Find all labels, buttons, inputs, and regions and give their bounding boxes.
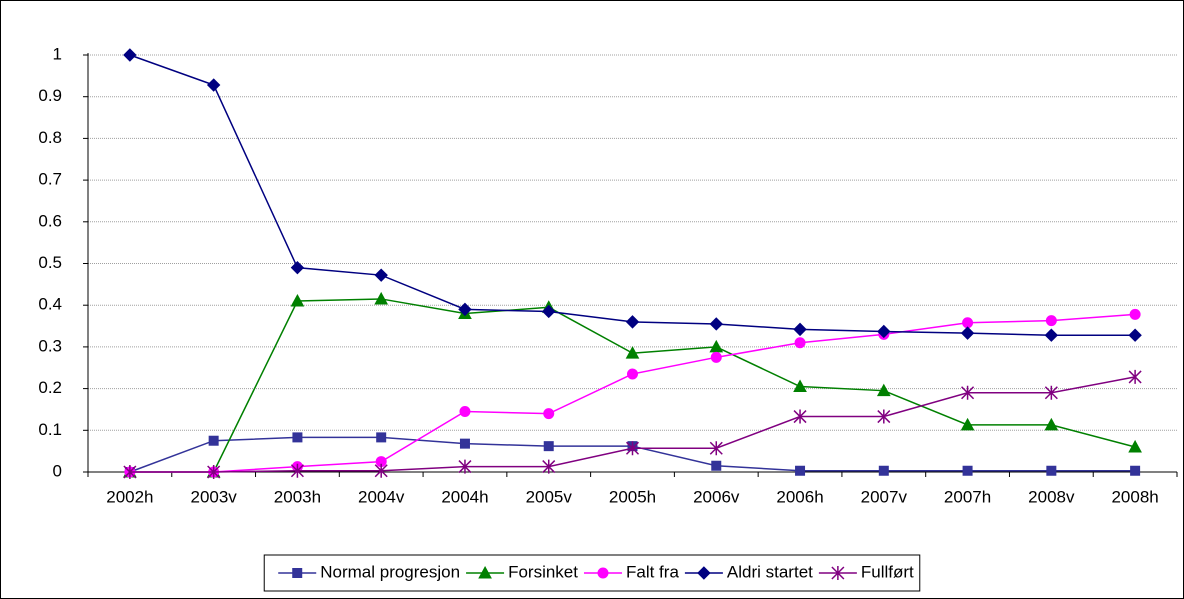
x-tick-label: 2005v — [526, 487, 573, 506]
data-point — [1044, 417, 1059, 431]
data-point — [1128, 328, 1142, 342]
data-point — [543, 408, 555, 420]
data-point — [542, 459, 556, 474]
legend-label: Forsinket — [508, 562, 578, 581]
data-point — [878, 465, 889, 476]
data-point — [960, 326, 975, 340]
y-tick-label: 0.9 — [38, 86, 62, 105]
data-point — [877, 409, 891, 424]
y-tick-label: 0.7 — [38, 170, 62, 189]
data-point — [374, 291, 389, 305]
y-tick-label: 0.8 — [38, 128, 62, 147]
data-point — [1045, 315, 1057, 327]
data-point — [1129, 308, 1141, 320]
data-point — [709, 317, 723, 331]
data-point — [625, 441, 640, 456]
data-point — [1046, 465, 1057, 476]
data-point — [207, 465, 221, 479]
y-tick-label: 1 — [53, 44, 62, 63]
x-tick-label: 2008h — [1111, 487, 1158, 506]
data-point — [627, 368, 638, 380]
legend-label: Fullført — [861, 562, 914, 581]
data-point — [962, 465, 973, 476]
data-point — [711, 460, 722, 471]
data-point — [1130, 465, 1141, 476]
x-tick-label: 2006v — [693, 487, 740, 506]
legend-marker — [597, 567, 609, 579]
data-point — [794, 337, 806, 349]
data-point — [793, 322, 807, 337]
data-point — [962, 317, 974, 329]
legend-marker — [831, 566, 845, 580]
data-point — [625, 315, 640, 329]
data-point — [961, 385, 975, 400]
x-tick-label: 2005h — [609, 487, 656, 506]
data-point — [1044, 328, 1059, 342]
data-point — [710, 351, 722, 363]
data-point — [543, 441, 554, 452]
x-tick-label: 2004v — [358, 487, 405, 506]
legend-marker — [478, 565, 492, 579]
data-point — [709, 441, 723, 456]
y-tick-label: 0.5 — [38, 253, 62, 272]
y-tick-label: 0.4 — [38, 295, 62, 314]
data-point — [292, 432, 303, 443]
legend-label: Normal progresjon — [320, 562, 460, 581]
data-point — [290, 260, 305, 275]
data-point — [542, 304, 556, 319]
data-point — [290, 463, 304, 478]
data-point — [795, 465, 806, 476]
data-point — [458, 302, 472, 317]
legend-marker — [292, 568, 303, 578]
y-tick-label: 0 — [53, 461, 62, 480]
data-point — [374, 268, 388, 282]
data-point — [459, 406, 471, 418]
data-point — [1044, 385, 1058, 400]
data-point — [123, 465, 137, 479]
data-point — [876, 383, 891, 397]
data-point — [376, 432, 387, 443]
data-point — [374, 463, 388, 478]
x-tick-label: 2007h — [944, 487, 991, 506]
y-tick-label: 0.2 — [38, 378, 62, 397]
data-point — [960, 417, 975, 431]
data-point — [458, 459, 472, 474]
y-tick-label: 0.1 — [38, 420, 62, 439]
data-point — [625, 346, 640, 359]
data-point — [206, 78, 221, 92]
data-point — [123, 48, 137, 62]
data-point — [793, 409, 807, 424]
y-tick-label: 0.6 — [38, 211, 62, 230]
x-tick-label: 2006h — [776, 487, 823, 506]
data-point — [1128, 369, 1142, 384]
x-tick-label: 2003h — [274, 487, 321, 506]
legend-label: Falt fra — [626, 562, 679, 581]
data-point — [1128, 439, 1142, 453]
data-point — [208, 435, 219, 446]
data-point — [459, 438, 470, 449]
data-point — [877, 324, 891, 339]
x-tick-label: 2002h — [106, 487, 153, 506]
x-tick-label: 2003v — [190, 487, 237, 506]
legend-label: Aldri startet — [727, 562, 813, 581]
x-tick-label: 2007v — [861, 487, 908, 506]
y-tick-label: 0.3 — [38, 336, 62, 355]
data-point — [793, 379, 807, 393]
legend-marker — [697, 566, 711, 580]
x-tick-label: 2008v — [1028, 487, 1075, 506]
data-point — [290, 293, 305, 307]
x-tick-label: 2004h — [441, 487, 488, 506]
